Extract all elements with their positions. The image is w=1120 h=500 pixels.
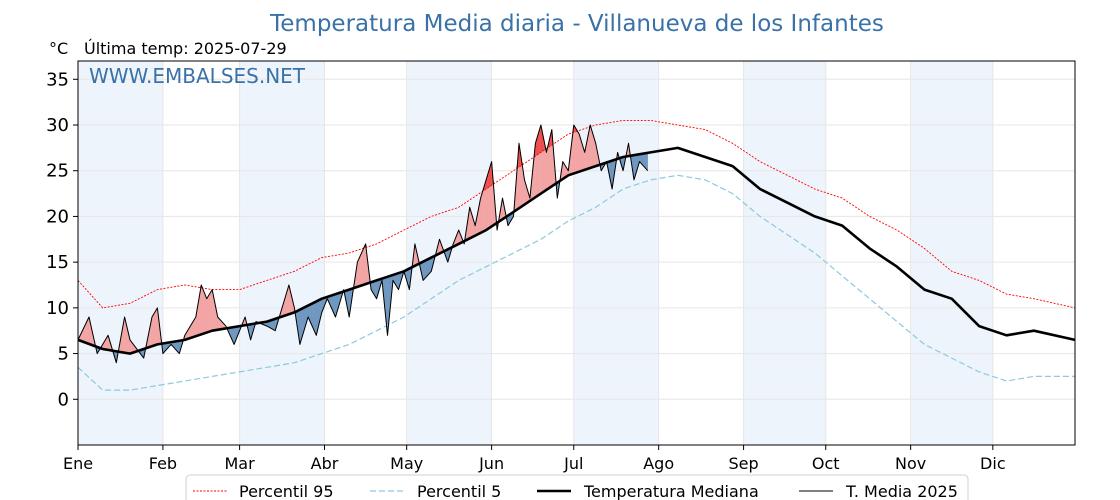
watermark: WWW.EMBALSES.NET: [89, 64, 306, 88]
month-shade-Nov: [910, 61, 993, 445]
fill-above-median: [591, 129, 594, 168]
month-shade-Jul: [573, 61, 659, 445]
unit-label: °C: [49, 39, 68, 58]
fill-above-median: [206, 295, 209, 333]
fill-below-median: [314, 301, 317, 336]
fill-above-median: [362, 246, 365, 286]
legend-label-p95: Percentil 95: [239, 482, 334, 500]
fill-above-median: [194, 316, 196, 337]
fill-above-median: [210, 288, 213, 332]
plot-frame: [77, 60, 1076, 446]
month-shade-Sep: [743, 61, 826, 445]
x-tick-label-Nov: Nov: [895, 454, 926, 473]
fill-above-median: [155, 307, 158, 346]
y-tick-label-0: 0: [58, 389, 69, 410]
fill-above-median: [483, 184, 485, 232]
y-tick-label-10: 10: [46, 298, 69, 319]
fill-below-median: [313, 301, 316, 333]
fill-above-median: [209, 291, 212, 332]
x-tick-label-May: May: [390, 454, 423, 473]
fill-below-median: [311, 302, 314, 330]
fill-above-median: [202, 288, 205, 335]
y-tick-label-5: 5: [58, 344, 69, 365]
fill-below-median: [644, 152, 647, 170]
y-axis: 0 5 10 15 20 25 30 35: [46, 69, 78, 410]
anomaly-fills: [77, 124, 648, 363]
fill-above-median: [151, 313, 154, 347]
x-tick-label-Mar: Mar: [225, 454, 256, 473]
fill-above-median: [574, 126, 577, 174]
fill-above-median: [207, 293, 210, 333]
fill-above-median: [364, 243, 366, 285]
plot-area: [77, 60, 1076, 446]
fill-below-median: [273, 318, 276, 332]
series-line-p5: [77, 174, 1075, 391]
fill-above-median: [589, 124, 592, 169]
fill-above-median: [153, 311, 155, 347]
y-tick-label-35: 35: [46, 69, 69, 90]
month-shade-Mar: [239, 61, 325, 445]
fill-above-median: [154, 309, 157, 346]
fill-above-median: [203, 291, 206, 334]
month-shades: [78, 61, 993, 445]
legend: Percentil 95 Percentil 5 Temperatura Med…: [185, 474, 969, 500]
x-tick-label-Jun: Jun: [478, 454, 504, 473]
y-tick-label-30: 30: [46, 115, 69, 136]
x-tick-label-Abr: Abr: [311, 454, 339, 473]
fill-below-median: [424, 259, 427, 280]
y-tick-label-20: 20: [46, 206, 69, 227]
fill-above-median: [546, 146, 548, 191]
fill-below-median: [646, 152, 648, 172]
fill-above-median: [87, 316, 90, 345]
y-tick-label-25: 25: [46, 161, 69, 182]
fill-above-median: [481, 188, 484, 233]
x-tick-label-Oct: Oct: [812, 454, 840, 473]
fill-above-median: [577, 131, 580, 173]
x-tick-label-Feb: Feb: [149, 454, 177, 473]
fill-below-median: [425, 259, 428, 278]
x-axis: Ene Feb Mar Abr May Jun Jul Ago Sep Oct Nov Dic: [63, 445, 1006, 473]
legend-label-2025: T. Media 2025: [845, 482, 958, 500]
fill-above-median: [358, 255, 361, 287]
fill-above-median: [359, 252, 362, 287]
fill-above-median: [547, 140, 550, 190]
fill-below-median: [422, 260, 425, 281]
fill-above-median: [205, 295, 207, 334]
fill-below-median: [643, 153, 646, 169]
legend-label-median: Temperatura Mediana: [583, 482, 759, 500]
x-tick-label-Jul: Jul: [563, 454, 583, 473]
legend-box: [185, 474, 969, 500]
month-shade-Ene: [78, 61, 163, 445]
series-line-median: [77, 146, 1076, 355]
series-lines: [77, 119, 1076, 391]
x-tick-label-Ene: Ene: [63, 454, 93, 473]
last-temp-label: Última temp: 2025-07-29: [84, 39, 287, 58]
fill-above-median: [201, 284, 203, 335]
fill-below-median: [428, 257, 431, 275]
legend-label-p5: Percentil 5: [417, 482, 501, 500]
x-tick-label-Ago: Ago: [643, 454, 674, 473]
fill-below-median: [427, 258, 429, 277]
series-line-year2025: [77, 124, 649, 364]
x-tick-label-Sep: Sep: [729, 454, 759, 473]
x-tick-label-Dic: Dic: [980, 454, 1006, 473]
y-tick-label-15: 15: [46, 252, 69, 273]
fill-above-median: [576, 128, 579, 173]
chart-title: Temperatura Media diaria - Villanueva de…: [269, 11, 884, 37]
fill-above-median: [361, 249, 364, 286]
